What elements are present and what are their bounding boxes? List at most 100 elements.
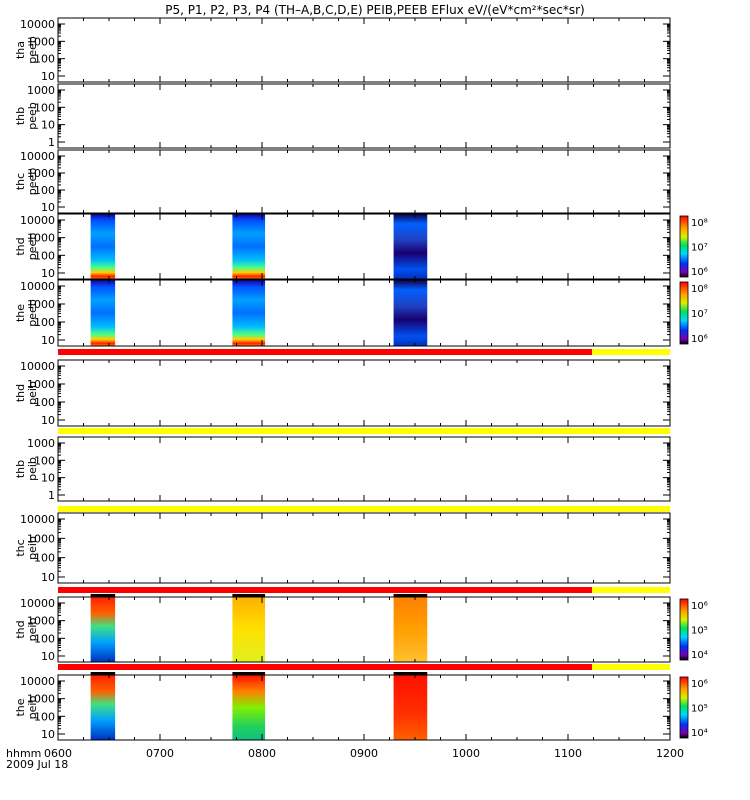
ylabel-probe-thb-peeb: thb	[14, 107, 27, 125]
colorbar-label-thd-peib-2-2: 10⁶	[691, 601, 708, 612]
xtick-label-3: 0900	[350, 747, 378, 760]
ylabel-probe-the-peib: the	[14, 698, 27, 716]
ytick-label-the-peeb-3: 10000	[20, 280, 55, 293]
ytick-label-thb-peib-0: 1	[48, 489, 55, 502]
ytick-label-thd-peeb-0: 10	[41, 267, 55, 280]
ytick-label-thc-peib-0: 10	[41, 571, 55, 584]
ytick-label-the-peib-3: 10000	[20, 675, 55, 688]
colorbar-label-thd-peib-2-0: 10⁴	[691, 650, 708, 661]
data-block-thd-peib-2-2	[393, 597, 428, 662]
ytick-label-the-peeb-2: 1000	[27, 298, 55, 311]
ytick-label-thd-peib-2-0: 10	[41, 650, 55, 663]
mode-bar-2-seg-0	[58, 506, 670, 512]
ytick-label-thc-peib-1: 100	[34, 552, 55, 565]
block-cap-thd-peib-2-2	[393, 594, 428, 597]
panel-frame-thb-peeb	[57, 83, 671, 149]
panel-frame-thd-peib	[57, 359, 671, 427]
colorbar-label-thd-peib-2-1: 10⁵	[691, 626, 708, 637]
xtick-label-2: 0800	[248, 747, 276, 760]
mode-bar-3-seg-0	[58, 587, 592, 593]
block-cap-the-peib-1	[232, 672, 266, 675]
data-block-the-peib-0	[90, 675, 116, 740]
ylabel-probe-the-peeb: the	[14, 304, 27, 322]
ytick-label-thb-peeb-0: 1	[48, 136, 55, 149]
mode-bar-4-seg-1	[592, 664, 670, 670]
colorbar-label-the-peeb-1: 10⁷	[691, 309, 708, 320]
mode-bar-4-seg-0	[58, 664, 592, 670]
ytick-label-thd-peib-1: 100	[34, 396, 55, 409]
data-block-the-peeb-0	[90, 280, 116, 346]
colorbar-the-peib	[679, 676, 689, 739]
data-block-the-peeb-1	[232, 280, 266, 346]
xtick-label-5: 1100	[554, 747, 582, 760]
ylabel-probe-thd-peib-2: thd	[14, 620, 27, 638]
mode-bar-1-seg-0	[58, 428, 670, 434]
colorbar-label-the-peib-2: 10⁶	[691, 679, 708, 690]
ytick-label-thc-peeb-1: 100	[34, 184, 55, 197]
ylabel-product-thd-peeb: peeb	[26, 233, 39, 261]
ytick-label-thd-peib-2-2: 1000	[27, 615, 55, 628]
ylabel-probe-thc-peeb: thc	[14, 173, 27, 190]
ytick-label-the-peib-0: 10	[41, 728, 55, 741]
colorbar-thd-peeb	[679, 215, 689, 278]
ytick-label-thd-peeb-3: 10000	[20, 214, 55, 227]
date-label: 2009 Jul 18	[6, 758, 68, 771]
ylabel-product-thd-peib: peib	[26, 381, 39, 405]
ylabel-probe-thb-peib: thb	[14, 460, 27, 478]
ytick-label-tha-peeb-3: 10000	[20, 18, 55, 31]
ytick-label-thc-peeb-2: 1000	[27, 167, 55, 180]
ytick-label-thb-peib-1: 10	[41, 472, 55, 485]
ytick-label-thb-peib-3: 1000	[27, 437, 55, 450]
ytick-label-the-peib-2: 1000	[27, 693, 55, 706]
ytick-label-thd-peib-2: 1000	[27, 378, 55, 391]
data-block-thd-peeb-2	[393, 214, 428, 279]
colorbar-label-the-peib-1: 10⁵	[691, 704, 708, 715]
data-block-thd-peib-2-0	[90, 597, 116, 662]
xtick-label-0: 0600	[44, 747, 72, 760]
ytick-label-thd-peib-0: 10	[41, 414, 55, 427]
panel-frame-the-peeb	[57, 279, 671, 347]
colorbar-label-the-peeb-0: 10⁶	[691, 334, 708, 345]
ylabel-product-thc-peib: peib	[26, 536, 39, 560]
block-cap-the-peib-0	[90, 672, 116, 675]
time-axis-label: hhmm	[6, 747, 41, 760]
ylabel-probe-thc-peib: thc	[14, 539, 27, 556]
colorbar-the-peeb	[679, 281, 689, 345]
panel-frame-thd-peeb	[57, 213, 671, 280]
data-block-thd-peeb-0	[90, 214, 116, 279]
block-cap-thd-peib-2-0	[90, 594, 116, 597]
ylabel-product-thb-peib: peib	[26, 457, 39, 481]
ytick-label-the-peib-1: 100	[34, 710, 55, 723]
panel-frame-thb-peib	[57, 436, 671, 502]
ylabel-product-the-peeb: peeb	[26, 299, 39, 327]
colorbar-label-thd-peeb-1: 10⁷	[691, 243, 708, 254]
data-block-the-peib-1	[232, 675, 266, 740]
ytick-label-thd-peib-2-1: 100	[34, 632, 55, 645]
ylabel-product-thd-peib-2: peib	[26, 618, 39, 642]
colorbar-label-thd-peeb-2: 10⁸	[691, 218, 708, 229]
ylabel-probe-thd-peeb: thd	[14, 237, 27, 255]
ytick-label-the-peeb-1: 100	[34, 316, 55, 329]
ytick-label-thc-peeb-0: 10	[41, 201, 55, 214]
ytick-label-tha-peeb-0: 10	[41, 70, 55, 83]
ytick-label-tha-peeb-1: 100	[34, 53, 55, 66]
colorbar-label-the-peeb-2: 10⁸	[691, 284, 708, 295]
ylabel-product-thb-peeb: peeb	[26, 102, 39, 130]
panel-frame-tha-peeb	[57, 17, 671, 83]
colorbar-thd-peib-2	[679, 598, 689, 661]
ylabel-product-tha-peeb: peeb	[26, 36, 39, 64]
mode-bar-0-seg-1	[592, 349, 670, 355]
ytick-label-thc-peib-2: 1000	[27, 532, 55, 545]
ytick-label-thb-peeb-2: 100	[34, 101, 55, 114]
xtick-label-1: 0700	[146, 747, 174, 760]
mode-bar-0-seg-0	[58, 349, 592, 355]
panel-frame-thc-peeb	[57, 149, 671, 214]
chart-title: P5, P1, P2, P3, P4 (TH–A,B,C,D,E) PEIB,P…	[165, 3, 584, 17]
data-block-the-peib-2	[393, 675, 428, 740]
colorbar-label-thd-peeb-0: 10⁶	[691, 267, 708, 278]
ylabel-product-thc-peeb: peeb	[26, 168, 39, 196]
panel-frame-thd-peib-2	[57, 596, 671, 663]
ylabel-probe-thd-peib: thd	[14, 384, 27, 402]
data-block-thd-peib-2-1	[232, 597, 266, 662]
